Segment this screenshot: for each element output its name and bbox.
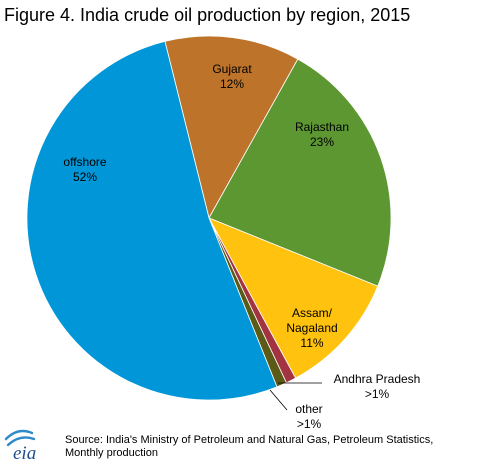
data-label-assam: Assam/Nagaland 11% <box>286 306 337 350</box>
pie-slice-gujarat <box>164 35 299 220</box>
leader-line-other <box>269 389 288 411</box>
chart-title: Figure 4. India crude oil production by … <box>4 5 411 25</box>
source-line-2: Monthly production <box>65 447 158 459</box>
data-label-other: other >1% <box>295 402 322 431</box>
pie-slice-rajasthan <box>208 58 392 287</box>
data-label-rajasthan: Rajasthan 23% <box>295 120 349 149</box>
data-label-offshore: offshore 52% <box>63 155 106 184</box>
eia-logo-icon: eia <box>4 429 36 462</box>
data-label-gujarat: Gujarat 12% <box>212 62 252 91</box>
eia-logo-text: eia <box>13 443 36 462</box>
pie-slice-offshore <box>26 40 278 401</box>
data-label-andhra: Andhra Pradesh >1% <box>334 372 421 401</box>
source-note: Source: India's Ministry of Petroleum an… <box>65 434 477 460</box>
source-line-1: Source: India's Ministry of Petroleum an… <box>65 434 434 446</box>
pie-slice-assam <box>208 217 379 379</box>
